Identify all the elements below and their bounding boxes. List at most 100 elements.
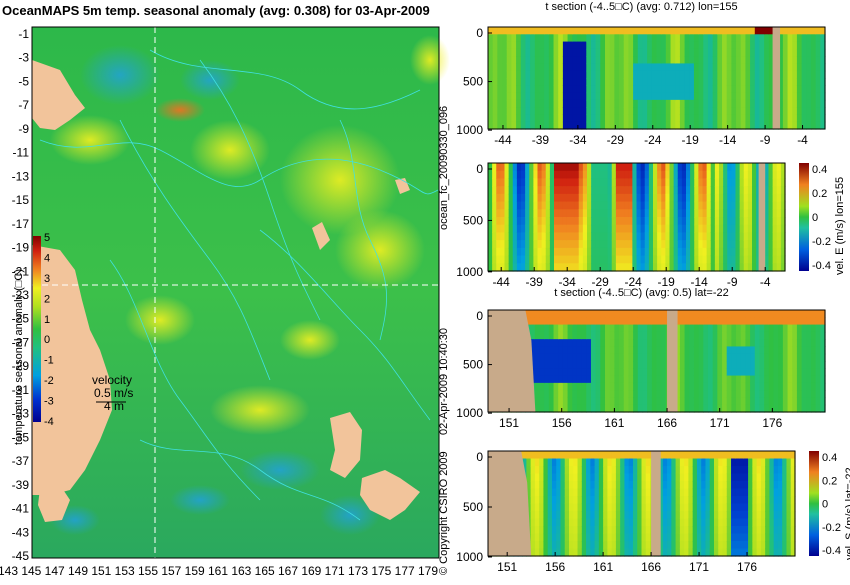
- section-cell: [647, 56, 653, 65]
- section-cell: [731, 193, 737, 203]
- section-cell: [556, 548, 562, 557]
- section-cell: [736, 48, 742, 57]
- section-cell: [598, 488, 604, 497]
- section-cell: [632, 217, 638, 226]
- section-cell: [574, 263, 580, 272]
- section-cell: [600, 114, 606, 123]
- section-cell: [703, 41, 709, 50]
- section-cell: [764, 310, 770, 318]
- map-y-tick-label: -21: [12, 264, 30, 278]
- section-cell: [562, 390, 569, 399]
- section-cell: [548, 27, 555, 35]
- section-cell: [684, 331, 690, 340]
- section-cell: [598, 548, 604, 557]
- section-cell: [628, 451, 634, 460]
- section-cell: [582, 170, 588, 180]
- section-cell: [768, 193, 774, 203]
- section-cell: [764, 163, 770, 172]
- temperature-colorbar-tick: 2: [44, 293, 50, 305]
- section-cell: [560, 518, 566, 527]
- section-cell: [820, 41, 826, 50]
- section-cell: [502, 41, 508, 50]
- section-cell: [558, 397, 564, 406]
- section-cell: [703, 99, 709, 108]
- section-cell: [590, 339, 597, 348]
- section-cell: [694, 224, 699, 234]
- section-cell: [731, 99, 737, 108]
- section-cell: [533, 247, 539, 257]
- section-cell: [632, 466, 638, 475]
- section-cell: [607, 263, 613, 272]
- section-cell: [688, 466, 694, 475]
- section-cell: [558, 224, 563, 234]
- section-cell: [539, 473, 545, 482]
- section-cell: [768, 201, 774, 210]
- section-cell: [707, 324, 714, 333]
- section-cell: [764, 263, 770, 272]
- section-cell: [586, 48, 592, 57]
- section-cell: [620, 186, 625, 195]
- section-land: [488, 310, 536, 412]
- section-cell: [675, 70, 681, 79]
- section-cell: [603, 511, 608, 520]
- section-cell: [684, 92, 690, 101]
- section-cell: [719, 263, 724, 272]
- section-cell: [740, 404, 747, 413]
- section-cell: [581, 353, 587, 362]
- section-cell: [756, 193, 761, 203]
- section-cell: [782, 78, 789, 86]
- section-cell: [689, 70, 695, 79]
- section-cell: [581, 496, 587, 505]
- section-cell: [506, 41, 512, 50]
- section-cell: [551, 541, 557, 550]
- section-cell: [619, 121, 625, 130]
- section-cell: [745, 324, 751, 333]
- section-cell: [786, 541, 792, 550]
- section-cell: [735, 201, 741, 210]
- section-cell: [754, 346, 761, 355]
- section-cell: [632, 518, 638, 527]
- section-cell: [713, 451, 719, 460]
- section-cell: [707, 346, 714, 355]
- section-cell: [722, 451, 728, 460]
- section-cell: [756, 224, 761, 234]
- section-cell: [679, 451, 685, 460]
- section-cell: [574, 178, 580, 187]
- section-cell: [615, 217, 621, 226]
- section-cell: [642, 34, 648, 43]
- section-cell: [726, 78, 732, 86]
- section-cell: [743, 481, 749, 490]
- section-cell: [662, 503, 668, 512]
- section-cell: [772, 224, 778, 234]
- section-cell: [570, 209, 576, 218]
- section-cell: [605, 375, 611, 384]
- section-cell: [628, 317, 634, 326]
- section-cell: [780, 240, 786, 249]
- section-cell: [651, 361, 658, 369]
- section-cell: [675, 107, 681, 116]
- section-cell: [544, 397, 550, 406]
- section-cell: [644, 163, 650, 172]
- velocity-colorbar-tick: 0.2: [812, 188, 827, 200]
- section-cell: [815, 339, 821, 348]
- section-cell: [752, 533, 758, 542]
- section-cell: [736, 92, 742, 101]
- section-cell: [508, 217, 514, 226]
- section-cell: [576, 99, 583, 108]
- section-cell: [539, 496, 545, 505]
- section-cell: [591, 232, 596, 241]
- section-cell: [640, 247, 646, 257]
- section-cell: [745, 27, 751, 35]
- section-cell: [637, 496, 643, 505]
- section-cell: [658, 488, 664, 497]
- section-cell: [657, 247, 662, 257]
- section-cell: [675, 488, 681, 497]
- section-cell: [611, 186, 617, 195]
- section-cell: [560, 503, 566, 512]
- section-cell: [684, 458, 689, 467]
- section-cell: [607, 247, 613, 257]
- section-y-tick-label: 500: [463, 500, 483, 514]
- section-cell: [512, 186, 518, 195]
- section-cell: [759, 361, 765, 369]
- section-cell: [710, 217, 716, 226]
